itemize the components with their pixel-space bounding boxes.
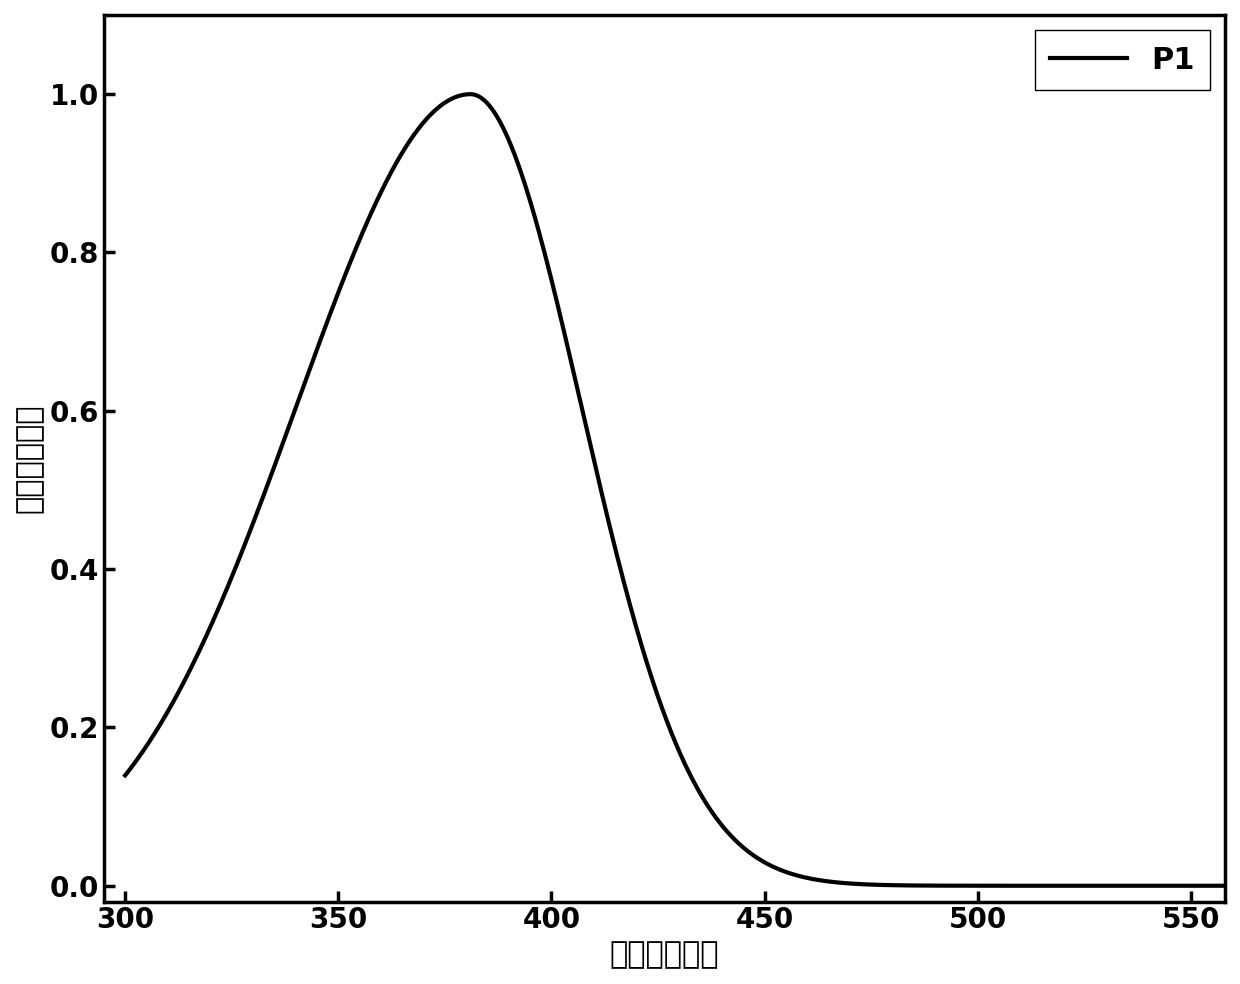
P1 bbox=[118, 769, 133, 781]
P1 bbox=[543, 271, 558, 282]
P1 bbox=[1204, 880, 1219, 892]
P1 bbox=[1226, 880, 1240, 892]
P1 bbox=[591, 474, 606, 486]
P1 bbox=[463, 89, 477, 100]
P1 bbox=[1085, 880, 1100, 892]
X-axis label: 波长（纳米）: 波长（纳米） bbox=[610, 940, 719, 969]
P1 bbox=[310, 342, 325, 354]
Line: P1: P1 bbox=[125, 94, 1234, 886]
Y-axis label: 相对吸收强度: 相对吸收强度 bbox=[15, 403, 43, 513]
P1 bbox=[244, 522, 259, 533]
Legend: P1: P1 bbox=[1035, 31, 1210, 90]
